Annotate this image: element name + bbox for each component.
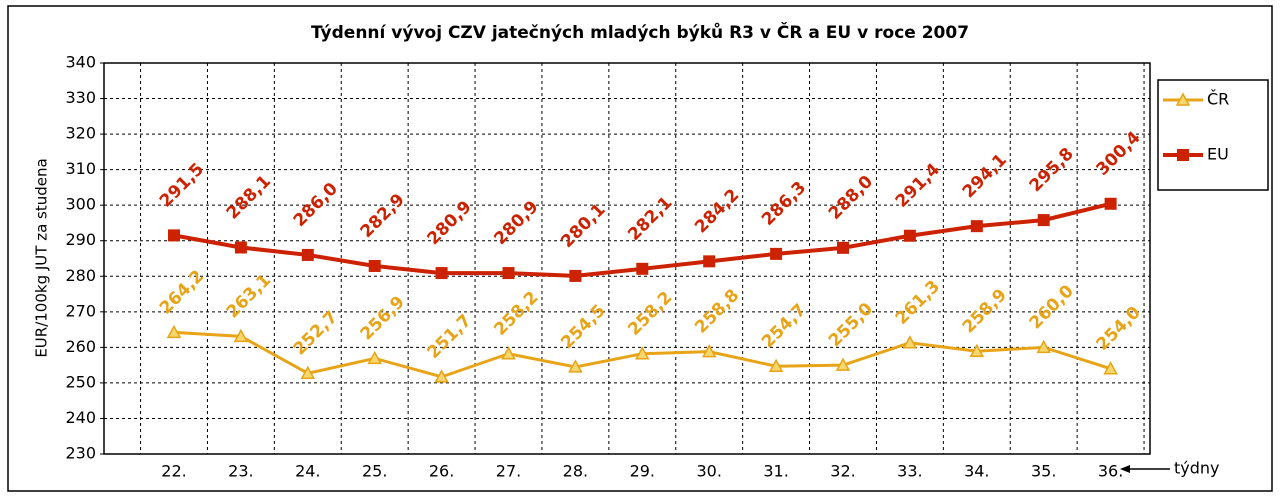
x-tick-label: 24. xyxy=(295,462,320,481)
point-marker xyxy=(234,241,247,254)
point-marker xyxy=(166,324,182,339)
x-tick-label: 22. xyxy=(161,462,186,481)
chart-border xyxy=(7,5,1273,492)
x-tick-label: 23. xyxy=(228,462,253,481)
y-tick-label: 290 xyxy=(65,230,96,249)
x-tick-label: 36. xyxy=(1098,462,1123,481)
point-marker xyxy=(768,358,784,372)
point-marker xyxy=(367,350,382,365)
point-marker xyxy=(703,255,716,268)
point-marker xyxy=(969,343,985,358)
point-marker xyxy=(1036,339,1051,354)
point-marker xyxy=(701,344,717,358)
point-marker xyxy=(835,357,851,371)
x-tick-label: 32. xyxy=(830,462,855,481)
point-marker xyxy=(636,262,649,275)
x-tick-label: 25. xyxy=(362,462,387,481)
x-tick-label: 31. xyxy=(763,462,788,481)
y-tick-label: 260 xyxy=(65,337,96,356)
x-tick-label: 27. xyxy=(496,462,521,481)
y-tick-label: 240 xyxy=(65,408,96,427)
point-marker xyxy=(301,248,314,261)
legend-label: ČR xyxy=(1207,90,1229,109)
plot-area xyxy=(103,62,1151,455)
x-tick-label: 26. xyxy=(429,462,454,481)
point-marker xyxy=(903,229,916,242)
point-marker xyxy=(1103,361,1118,375)
y-tick-label: 310 xyxy=(65,159,96,178)
y-tick-label: 320 xyxy=(65,124,96,143)
point-marker xyxy=(635,346,650,360)
y-tick-label: 300 xyxy=(65,195,96,214)
point-marker xyxy=(435,267,448,280)
chart-title: Týdenní vývoj CZV jatečných mladých býků… xyxy=(311,21,969,43)
x-tick-label: 29. xyxy=(630,462,655,481)
x-axis-arrowhead xyxy=(1120,465,1130,473)
legend-label: EU xyxy=(1207,145,1229,164)
point-marker xyxy=(368,259,381,272)
point-marker xyxy=(568,359,583,373)
y-tick-label: 340 xyxy=(65,53,96,72)
point-marker xyxy=(837,241,849,254)
legend-box xyxy=(1157,79,1269,191)
point-marker xyxy=(970,220,983,233)
point-marker xyxy=(168,229,180,242)
y-tick-label: 270 xyxy=(65,301,96,320)
point-marker xyxy=(1177,149,1189,161)
y-tick-label: 230 xyxy=(65,444,96,463)
x-tick-label: 34. xyxy=(964,462,989,481)
point-marker xyxy=(233,328,249,343)
point-marker xyxy=(434,369,449,383)
point-marker xyxy=(902,335,918,349)
point-marker xyxy=(501,346,516,360)
x-tick-label: 28. xyxy=(563,462,588,481)
y-tick-label: 250 xyxy=(65,372,96,391)
point-marker xyxy=(569,269,582,282)
point-marker xyxy=(1037,214,1050,227)
point-marker xyxy=(300,365,316,380)
x-axis-label: týdny xyxy=(1174,459,1220,478)
y-tick-label: 280 xyxy=(65,266,96,285)
point-marker xyxy=(770,247,783,260)
x-tick-label: 33. xyxy=(897,462,922,481)
x-tick-label: 30. xyxy=(696,462,721,481)
point-marker xyxy=(1104,197,1117,210)
x-tick-label: 35. xyxy=(1031,462,1056,481)
point-marker xyxy=(1175,92,1191,106)
y-tick-label: 330 xyxy=(65,88,96,107)
y-axis-label: EUR/100kg JUT za studena xyxy=(33,158,51,357)
point-marker xyxy=(502,267,515,280)
